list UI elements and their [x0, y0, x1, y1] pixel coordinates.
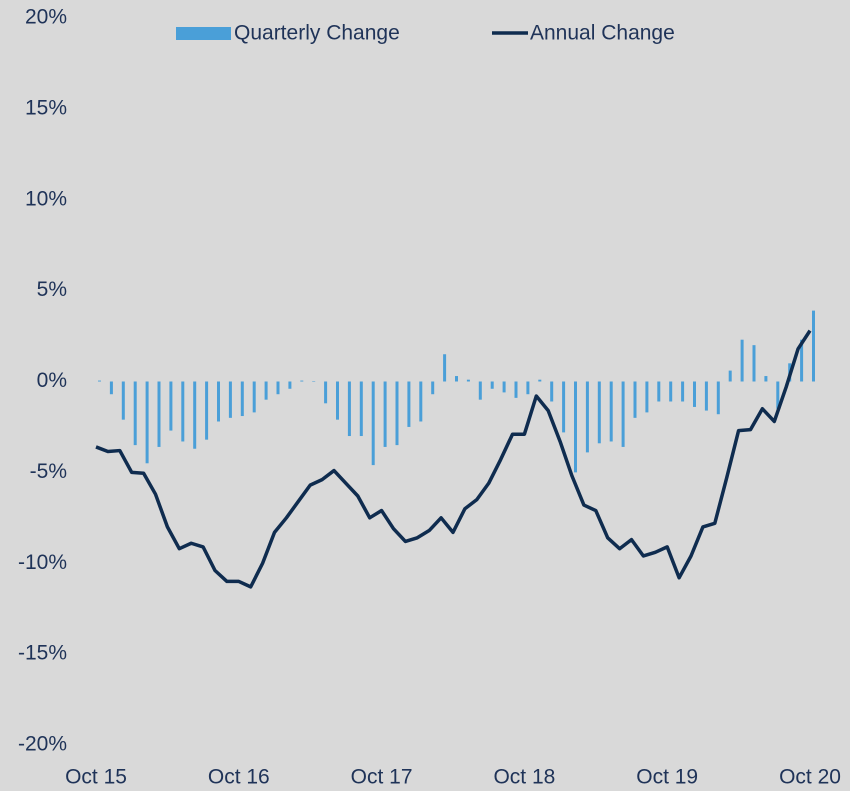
bar — [98, 380, 101, 382]
bar — [312, 381, 316, 382]
bar — [621, 381, 625, 447]
bar — [776, 381, 780, 409]
bar — [217, 381, 220, 422]
bar — [514, 381, 518, 398]
bar — [526, 381, 530, 395]
bar — [383, 381, 387, 447]
bar — [264, 381, 268, 400]
bar — [252, 381, 256, 413]
bar — [371, 381, 375, 466]
bar — [240, 381, 244, 417]
x-tick-label: Oct 20 — [779, 766, 841, 789]
bar — [585, 381, 589, 453]
bar — [478, 381, 482, 400]
bar — [645, 381, 649, 413]
bar — [169, 381, 173, 431]
x-tick-label: Oct 18 — [493, 766, 555, 789]
y-tick-label: 15% — [25, 96, 67, 119]
y-tick-label: 10% — [25, 187, 67, 210]
bar — [597, 381, 601, 444]
legend-swatch — [176, 27, 231, 40]
bar — [288, 381, 292, 389]
bar — [300, 380, 304, 382]
bar — [538, 379, 542, 382]
line — [95, 329, 812, 589]
bar — [121, 381, 125, 420]
bar — [681, 381, 685, 402]
bar — [609, 381, 613, 442]
x-tick-label: Oct 16 — [208, 766, 270, 789]
bar — [490, 381, 494, 389]
bar — [800, 339, 804, 382]
bar — [764, 376, 768, 382]
bar — [740, 339, 744, 382]
legend-label: Quarterly Change — [234, 22, 400, 45]
bar — [359, 381, 363, 437]
bar — [205, 381, 209, 440]
bar — [193, 381, 197, 449]
y-tick-label: 20% — [25, 6, 67, 29]
bar — [395, 381, 399, 446]
bar — [466, 379, 470, 382]
bar — [347, 381, 351, 437]
bar — [502, 381, 506, 393]
bar — [633, 381, 637, 418]
x-tick-label: Oct 17 — [351, 766, 413, 789]
bar — [336, 381, 339, 420]
y-tick-label: -5% — [30, 460, 67, 483]
bar — [324, 381, 328, 404]
y-tick-label: -20% — [18, 733, 67, 756]
bar — [716, 381, 720, 415]
bar — [407, 381, 411, 427]
bar — [431, 381, 435, 395]
legend-label: Annual Change — [530, 22, 675, 45]
bar — [752, 345, 756, 382]
bar — [657, 381, 661, 402]
bar — [157, 381, 161, 447]
bar — [562, 381, 566, 433]
bar — [669, 381, 673, 402]
bar — [181, 381, 185, 442]
bar — [574, 381, 577, 473]
x-tick-label: Oct 19 — [636, 766, 698, 789]
bar — [109, 381, 113, 395]
bar — [728, 370, 732, 382]
bar — [133, 381, 137, 446]
x-tick-label: Oct 15 — [65, 766, 127, 789]
y-tick-label: -15% — [18, 642, 67, 665]
bar — [228, 381, 232, 418]
bar — [812, 310, 815, 382]
y-tick-label: 5% — [37, 278, 67, 301]
bar — [419, 381, 423, 422]
bar — [693, 381, 696, 407]
y-tick-label: -10% — [18, 551, 67, 574]
bar — [443, 354, 447, 382]
y-tick-label: 0% — [37, 369, 67, 392]
bar — [550, 381, 554, 402]
bar — [704, 381, 708, 411]
bar — [276, 381, 280, 395]
bar — [455, 376, 458, 382]
bar — [145, 381, 149, 464]
